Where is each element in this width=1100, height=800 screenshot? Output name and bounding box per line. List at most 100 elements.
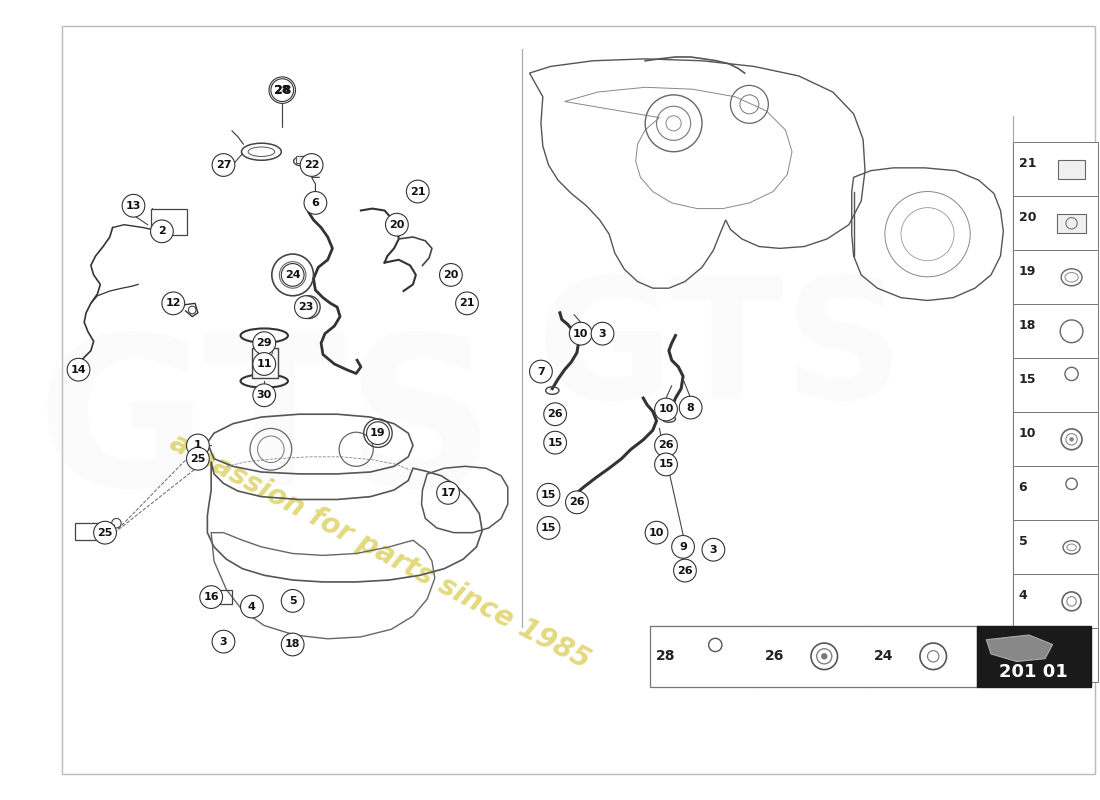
Text: 20: 20 — [389, 220, 405, 230]
Circle shape — [646, 522, 668, 544]
Circle shape — [543, 403, 566, 426]
Circle shape — [253, 353, 276, 375]
Text: 27: 27 — [216, 160, 231, 170]
Text: 23: 23 — [298, 302, 314, 312]
Text: 7: 7 — [537, 366, 544, 377]
Text: 20: 20 — [443, 270, 459, 280]
Text: 5: 5 — [289, 596, 297, 606]
Circle shape — [537, 517, 560, 539]
FancyBboxPatch shape — [1013, 574, 1098, 628]
Text: 18: 18 — [285, 639, 300, 650]
Circle shape — [529, 360, 552, 383]
FancyBboxPatch shape — [1013, 412, 1098, 466]
Circle shape — [680, 396, 702, 419]
Circle shape — [654, 453, 678, 476]
Text: 18: 18 — [1019, 319, 1036, 332]
Text: 1: 1 — [194, 441, 201, 450]
Circle shape — [271, 78, 294, 102]
Text: 3: 3 — [710, 545, 717, 554]
Circle shape — [282, 263, 304, 286]
Text: 20: 20 — [1019, 211, 1036, 224]
FancyBboxPatch shape — [297, 155, 308, 163]
Text: 6: 6 — [1019, 482, 1027, 494]
FancyBboxPatch shape — [1013, 196, 1098, 250]
Circle shape — [304, 191, 327, 214]
Circle shape — [212, 630, 235, 653]
Circle shape — [253, 332, 276, 354]
Text: 13: 13 — [125, 201, 141, 210]
FancyBboxPatch shape — [1013, 358, 1098, 412]
Text: 21: 21 — [1019, 158, 1036, 170]
Text: 24: 24 — [873, 650, 893, 663]
Text: 19: 19 — [370, 428, 386, 438]
Text: 25: 25 — [190, 454, 206, 464]
Circle shape — [300, 154, 323, 176]
Circle shape — [654, 434, 678, 457]
Text: 30: 30 — [256, 390, 272, 400]
Text: 2: 2 — [158, 226, 166, 236]
Circle shape — [702, 538, 725, 561]
Text: 10: 10 — [1019, 427, 1036, 441]
Circle shape — [187, 447, 209, 470]
Circle shape — [282, 590, 304, 612]
Circle shape — [406, 180, 429, 203]
Text: 11: 11 — [256, 359, 272, 369]
Circle shape — [162, 292, 185, 314]
FancyBboxPatch shape — [1013, 304, 1098, 358]
FancyBboxPatch shape — [1057, 214, 1086, 233]
Circle shape — [591, 322, 614, 345]
Text: 8: 8 — [686, 402, 694, 413]
FancyBboxPatch shape — [1013, 142, 1098, 196]
FancyBboxPatch shape — [1013, 520, 1098, 574]
Text: 26: 26 — [764, 650, 784, 663]
Polygon shape — [987, 635, 1053, 662]
Text: 10: 10 — [658, 405, 673, 414]
FancyBboxPatch shape — [1013, 628, 1098, 682]
Circle shape — [295, 296, 317, 318]
FancyBboxPatch shape — [1058, 160, 1085, 178]
Text: GTS: GTS — [537, 271, 905, 434]
Text: 15: 15 — [658, 459, 673, 470]
Text: 15: 15 — [541, 523, 557, 533]
Circle shape — [200, 586, 222, 609]
Text: 28: 28 — [275, 85, 290, 95]
Circle shape — [455, 292, 478, 314]
Text: 17: 17 — [440, 488, 455, 498]
Text: 10: 10 — [573, 329, 588, 338]
Circle shape — [187, 434, 209, 457]
Circle shape — [241, 595, 263, 618]
Text: 25: 25 — [98, 528, 112, 538]
Text: 28: 28 — [656, 650, 675, 663]
Text: 15: 15 — [541, 490, 557, 500]
Circle shape — [673, 559, 696, 582]
Circle shape — [282, 633, 304, 656]
Text: 15: 15 — [548, 438, 563, 448]
FancyBboxPatch shape — [151, 209, 187, 235]
Text: 4: 4 — [1019, 590, 1027, 602]
Text: 22: 22 — [304, 160, 319, 170]
FancyBboxPatch shape — [650, 626, 977, 687]
Text: 26: 26 — [678, 566, 693, 575]
Circle shape — [565, 491, 588, 514]
Text: 26: 26 — [548, 410, 563, 419]
Text: 201 01: 201 01 — [999, 662, 1068, 681]
Circle shape — [672, 535, 694, 558]
Circle shape — [253, 384, 276, 406]
Circle shape — [270, 77, 296, 103]
Circle shape — [537, 483, 560, 506]
Circle shape — [94, 522, 117, 544]
FancyBboxPatch shape — [1013, 466, 1098, 520]
FancyBboxPatch shape — [1013, 250, 1098, 304]
Circle shape — [440, 263, 462, 286]
Text: 14: 14 — [70, 365, 86, 374]
Text: 21: 21 — [460, 298, 475, 308]
Text: 6: 6 — [311, 198, 319, 208]
Circle shape — [212, 154, 235, 176]
Text: 16: 16 — [204, 592, 219, 602]
FancyBboxPatch shape — [977, 626, 1090, 687]
Text: 26: 26 — [569, 498, 585, 507]
Text: 4: 4 — [248, 602, 256, 611]
Circle shape — [543, 431, 566, 454]
Circle shape — [151, 220, 174, 242]
Text: GTS: GTS — [36, 327, 496, 530]
